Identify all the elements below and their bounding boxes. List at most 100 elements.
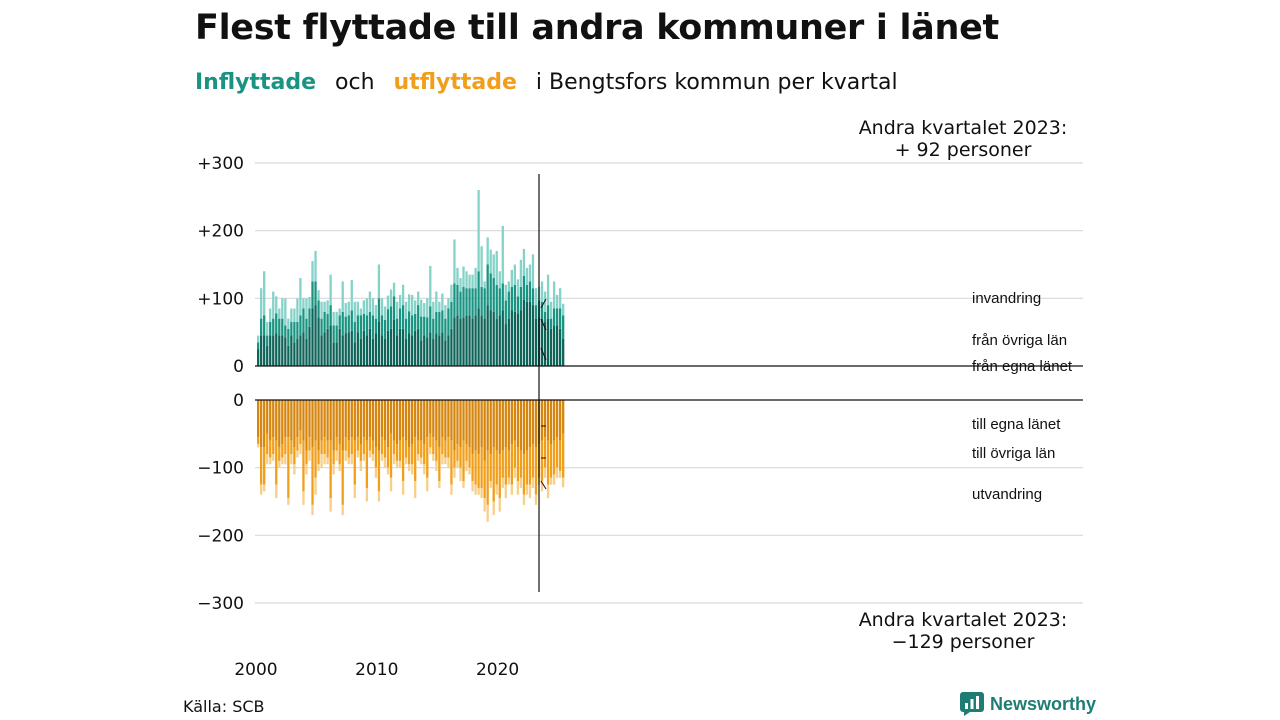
bar-outflow-segment <box>456 460 459 468</box>
bar-inflow-segment <box>320 318 323 336</box>
bar-inflow-segment <box>465 315 468 366</box>
bar-outflow-segment <box>522 494 526 505</box>
bar-inflow-segment <box>423 335 426 366</box>
bar-inflow-segment <box>377 264 381 299</box>
bar-inflow-segment <box>368 311 372 329</box>
bar-outflow-segment <box>477 400 480 455</box>
bar-outflow-segment <box>389 477 393 492</box>
bar-outflow-segment <box>546 484 550 499</box>
bar-inflow-segment <box>447 298 450 309</box>
bar-inflow-segment <box>426 298 429 318</box>
bar-outflow-segment <box>359 443 362 461</box>
bar-inflow-segment <box>296 338 299 366</box>
bar-inflow-segment <box>308 326 311 366</box>
bar-outflow-segment <box>559 471 562 478</box>
bar-inflow-segment <box>260 318 263 336</box>
bar-inflow-segment <box>356 315 359 333</box>
grid-layer <box>255 162 1083 604</box>
bar-inflow-segment <box>311 261 314 282</box>
bar-inflow-segment <box>290 335 293 366</box>
bar-outflow-segment <box>555 400 559 438</box>
bar-inflow-segment <box>353 301 356 323</box>
bar-outflow-segment <box>534 494 538 505</box>
x-tick-label: 2020 <box>476 660 519 680</box>
bar-inflow-segment <box>453 283 456 318</box>
bar-outflow-segment <box>290 454 293 465</box>
bar-outflow-segment <box>543 437 547 468</box>
bar-outflow-segment <box>326 457 329 465</box>
bar-inflow-segment <box>317 317 320 366</box>
bar-inflow-segment <box>507 291 510 319</box>
bar-outflow-segment <box>552 440 556 475</box>
bar-inflow-segment <box>272 291 275 319</box>
series-label: till övriga län <box>972 445 1055 462</box>
bar-outflow-segment <box>293 447 296 465</box>
bar-outflow-segment <box>501 400 504 451</box>
bar-outflow-segment <box>519 450 523 478</box>
bar-outflow-segment <box>374 447 378 468</box>
bar-inflow-segment <box>404 338 408 366</box>
bar-outflow-segment <box>468 400 471 448</box>
bar-outflow-segment <box>353 440 356 485</box>
bar-inflow-segment <box>471 274 474 289</box>
bar-outflow-segment <box>492 501 495 516</box>
bar-outflow-segment <box>287 400 290 438</box>
bar-inflow-segment <box>272 335 275 366</box>
bar-inflow-segment <box>408 294 411 312</box>
bar-outflow-segment <box>441 454 444 465</box>
bar-outflow-segment <box>383 440 387 458</box>
bar-inflow-segment <box>335 311 338 326</box>
bar-outflow-segment <box>459 467 462 482</box>
bar-outflow-segment <box>408 400 411 448</box>
bar-outflow-segment <box>386 467 390 475</box>
bar-outflow-segment <box>504 484 507 499</box>
annotation-bottom-line1: Andra kvartalet 2023: <box>859 609 1068 631</box>
bar-inflow-segment <box>278 318 281 336</box>
annotation-top-line1: Andra kvartalet 2023: <box>859 117 1068 139</box>
bar-outflow-segment <box>392 440 396 455</box>
bar-outflow-segment <box>335 437 338 451</box>
bar-inflow-segment <box>489 249 492 274</box>
bar-inflow-segment <box>507 281 510 292</box>
bar-inflow-segment <box>281 335 284 366</box>
bar-inflow-segment <box>275 313 278 334</box>
bar-inflow-segment <box>266 322 269 336</box>
bar-inflow-segment <box>293 342 296 366</box>
bar-outflow-segment <box>528 447 532 485</box>
bar-outflow-segment <box>462 400 465 441</box>
bar-outflow-segment <box>531 477 535 488</box>
bar-outflow-segment <box>423 464 426 475</box>
bar-outflow-segment <box>474 450 477 485</box>
bar-inflow-segment <box>266 335 269 346</box>
bar-outflow-segment <box>311 400 314 448</box>
bar-outflow-segment <box>450 484 453 495</box>
bar-inflow-segment <box>462 286 465 318</box>
bar-outflow-segment <box>350 454 353 465</box>
bar-outflow-segment <box>426 477 429 492</box>
bar-outflow-segment <box>377 450 381 492</box>
bar-inflow-segment <box>371 298 375 316</box>
bar-outflow-segment <box>371 454 375 461</box>
bar-outflow-segment <box>411 464 414 475</box>
bar-outflow-segment <box>474 484 477 495</box>
bar-inflow-segment <box>513 284 516 312</box>
bar-inflow-segment <box>519 310 523 366</box>
bar-inflow-segment <box>404 318 408 339</box>
bar-inflow-segment <box>468 315 471 366</box>
bar-inflow-segment <box>489 273 492 311</box>
bar-inflow-segment <box>522 276 526 300</box>
bar-inflow-segment <box>335 342 338 366</box>
bar-inflow-segment <box>444 305 447 319</box>
bar-inflow-segment <box>305 318 308 339</box>
bar-outflow-segment <box>356 400 359 438</box>
bar-outflow-segment <box>414 437 417 482</box>
bar-inflow-segment <box>401 284 405 306</box>
bar-outflow-segment <box>323 437 326 455</box>
bar-outflow-segment <box>492 400 495 448</box>
bar-layer <box>257 190 565 522</box>
bar-outflow-segment <box>266 454 269 465</box>
bar-inflow-segment <box>287 328 290 346</box>
bar-inflow-segment <box>462 317 465 366</box>
bar-inflow-segment <box>380 315 384 336</box>
